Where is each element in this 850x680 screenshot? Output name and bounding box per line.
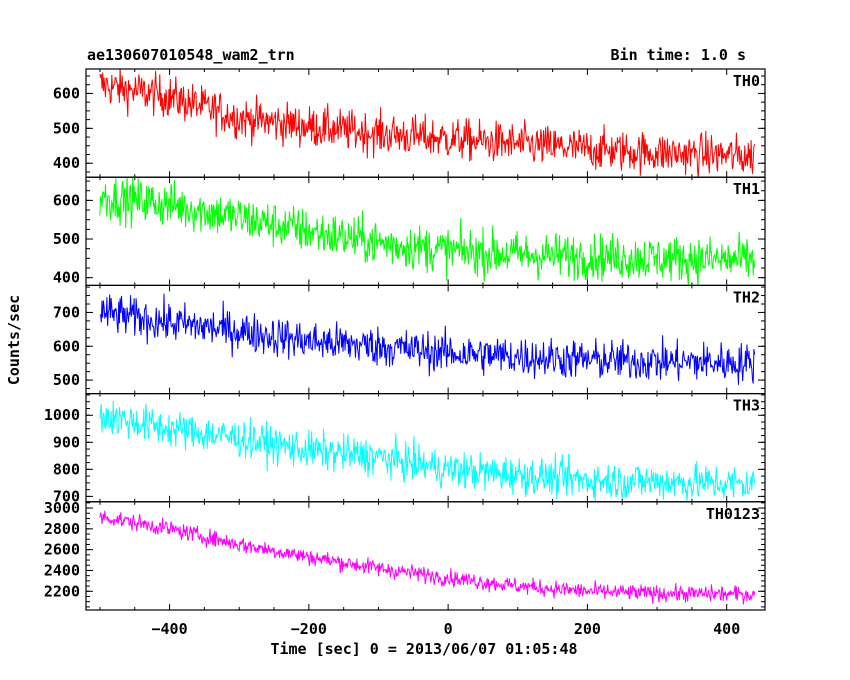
y-tick-label: 800 xyxy=(53,460,80,478)
y-tick-label: 400 xyxy=(53,154,80,172)
y-tick-label: 600 xyxy=(53,84,80,102)
y-tick-label: 2400 xyxy=(44,561,80,579)
y-tick-label: 1000 xyxy=(44,406,80,424)
x-tick-label: 0 xyxy=(444,620,453,638)
x-tick-label: −400 xyxy=(152,620,188,638)
series-th1-line xyxy=(99,177,756,286)
y-tick-label: 2800 xyxy=(44,520,80,538)
panel-label: TH2 xyxy=(733,288,760,306)
panel-th2: 500 600 700 TH2 xyxy=(53,284,766,395)
x-tick-label: −200 xyxy=(291,620,327,638)
y-tick-label: 500 xyxy=(53,230,80,248)
y-tick-label: 600 xyxy=(53,337,80,355)
y-tick-label: 3000 xyxy=(44,499,80,517)
bin-time-label: Bin time: 1.0 s xyxy=(611,46,746,64)
panel-label: TH3 xyxy=(733,397,760,415)
x-axis: −400 −200 0 200 400 xyxy=(152,620,741,638)
y-tick-label: 2600 xyxy=(44,541,80,559)
panel-th3: 700 800 900 1000 TH3 xyxy=(44,393,766,505)
x-tick-label: 400 xyxy=(713,620,740,638)
panel-th0123: 2200 2400 2600 2800 3000 TH0123 xyxy=(44,499,766,611)
x-axis-label: Time [sec] 0 = 2013/06/07 01:05:48 xyxy=(270,640,577,658)
series-th0-line xyxy=(99,69,756,178)
y-tick-label: 700 xyxy=(53,303,80,321)
chart-title: ae130607010548_wam2_trn xyxy=(87,46,295,64)
chart-panels: 400 500 600 TH0 400 500 600 TH1 500 600 700 TH2 700 8… xyxy=(44,68,766,611)
panel-th1: 400 500 600 TH1 xyxy=(53,176,766,287)
panel-th0: 400 500 600 TH0 xyxy=(53,68,766,178)
panel-label: TH1 xyxy=(733,180,760,198)
panel-label: TH0123 xyxy=(706,505,760,523)
y-tick-label: 600 xyxy=(53,191,80,209)
series-th2-line xyxy=(99,293,756,385)
y-tick-label: 500 xyxy=(53,371,80,389)
y-tick-label: 900 xyxy=(53,433,80,451)
y-tick-label: 2200 xyxy=(44,582,80,600)
y-tick-label: 700 xyxy=(53,487,80,505)
panel-frame xyxy=(85,501,766,611)
series-th0123-line xyxy=(99,510,756,605)
x-tick-label: 200 xyxy=(574,620,601,638)
series-th3-line xyxy=(99,400,756,502)
y-tick-label: 400 xyxy=(53,269,80,287)
y-axis-label: Counts/sec xyxy=(5,295,23,385)
y-tick-label: 500 xyxy=(53,119,80,137)
panel-label: TH0 xyxy=(733,72,760,90)
